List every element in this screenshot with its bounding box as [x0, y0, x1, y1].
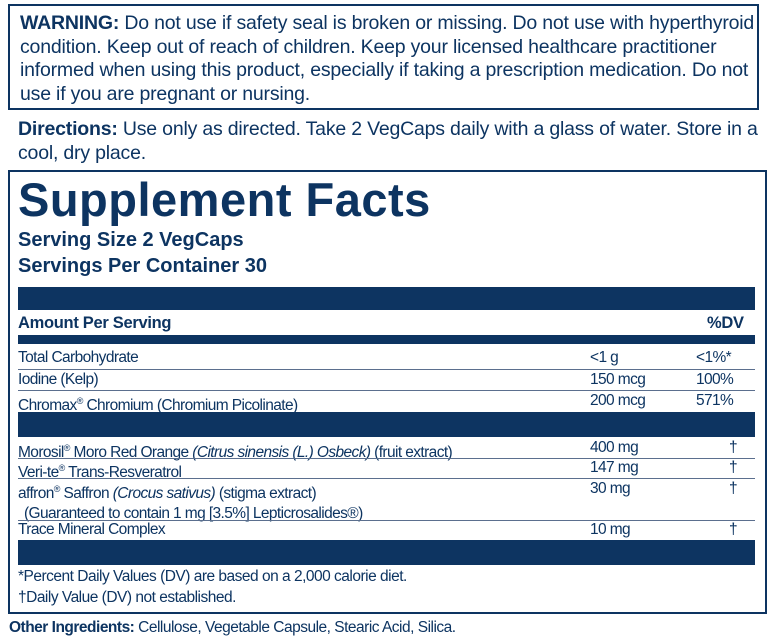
registered-mark: ® [76, 396, 84, 406]
other-ingredients-text: Cellulose, Vegetable Capsule, Stearic Ac… [134, 619, 456, 636]
directions-text: Use only as directed. Take 2 VegCaps dai… [18, 118, 758, 164]
warning-box: WARNING: Do not use if safety seal is br… [8, 4, 759, 110]
divider-bar [18, 540, 755, 565]
table-row: Veri-te® Trans-Resveratrol 147 mg † [18, 458, 755, 483]
footnote-dv: *Percent Daily Values (DV) are based on … [18, 568, 407, 585]
divider-bar [18, 412, 755, 437]
daily-value: † [729, 459, 738, 476]
registered-mark: ® [63, 443, 71, 453]
divider-bar [18, 335, 755, 344]
other-ingredients: Other Ingredients: Cellulose, Vegetable … [9, 619, 456, 637]
row-rule [18, 458, 755, 459]
serving-size: Serving Size 2 VegCaps [18, 229, 244, 251]
servings-per-container: Servings Per Container 30 [18, 255, 267, 277]
extract-type: (stigma extract) [215, 485, 317, 503]
directions-label: Directions: [18, 118, 118, 140]
guarantee-note: (Guaranteed to contain 1 mg [3.5%] Lepti… [24, 505, 363, 523]
latin-name: (Crocus sativus) [112, 485, 216, 503]
ingredient-name: affron [18, 485, 54, 503]
nutrient-name: Chromax [18, 397, 77, 415]
nutrient-name: Total Carbohydrate [18, 349, 139, 366]
row-rule [18, 478, 755, 479]
ingredient-name: Trace Mineral Complex [18, 521, 166, 538]
directions: Directions: Use only as directed. Take 2… [18, 118, 763, 165]
row-rule [18, 369, 755, 370]
header-row: Amount Per Serving %DV [18, 313, 755, 333]
nutrient-name-rest: Chromium (Chromium Picolinate) [82, 397, 298, 415]
daily-value: <1%* [696, 349, 732, 366]
row-rule [18, 390, 755, 391]
row-rule [18, 520, 755, 521]
registered-mark: ® [53, 484, 61, 494]
amount: 30 mg [590, 480, 631, 497]
latin-name: (Citrus sinensis (L.) Osbeck) [192, 444, 371, 462]
divider-bar [18, 287, 755, 310]
table-row: Morosil® Moro Red Orange (Citrus sinensi… [18, 438, 755, 463]
amount: 150 mcg [590, 371, 646, 388]
table-row: Total Carbohydrate <1 g <1%* [18, 348, 755, 368]
amount: 200 mcg [590, 392, 646, 409]
daily-value: † [729, 480, 738, 497]
daily-value: † [729, 439, 738, 456]
table-row: Chromax® Chromium (Chromium Picolinate) 2… [18, 391, 755, 416]
ingredient-desc: Trans-Resveratrol [64, 464, 182, 482]
daily-value: 571% [696, 392, 734, 409]
amount-header: Amount Per Serving [18, 314, 172, 332]
daily-value: † [729, 521, 738, 538]
warning-label: WARNING: [20, 12, 120, 34]
warning-text: Do not use if safety seal is broken or m… [20, 12, 755, 105]
ingredient-desc: Saffron [59, 485, 113, 503]
amount: 10 mg [590, 521, 631, 538]
table-row: Iodine (Kelp) 150 mcg 100% [18, 370, 755, 390]
extract-type: (fruit extract) [370, 444, 453, 462]
daily-value: 100% [696, 371, 734, 388]
registered-mark: ® [58, 463, 66, 473]
nutrient-name: Iodine (Kelp) [18, 371, 99, 388]
ingredient-name: Veri-te [18, 464, 59, 482]
table-row: affron® Saffron (Crocus sativus) (stigma… [18, 479, 755, 524]
ingredient-name: Morosil [18, 444, 64, 462]
other-ingredients-label: Other Ingredients: [9, 619, 135, 636]
amount: 147 mg [590, 459, 639, 476]
facts-title: Supplement Facts [18, 173, 431, 226]
ingredient-desc: Moro Red Orange [69, 444, 193, 462]
footnote-dagger: †Daily Value (DV) not established. [18, 589, 236, 606]
table-row: Trace Mineral Complex 10 mg † [18, 520, 755, 540]
dv-header: %DV [707, 314, 744, 332]
amount: 400 mg [590, 439, 639, 456]
amount: <1 g [590, 349, 619, 366]
supplement-facts-box [8, 170, 767, 614]
